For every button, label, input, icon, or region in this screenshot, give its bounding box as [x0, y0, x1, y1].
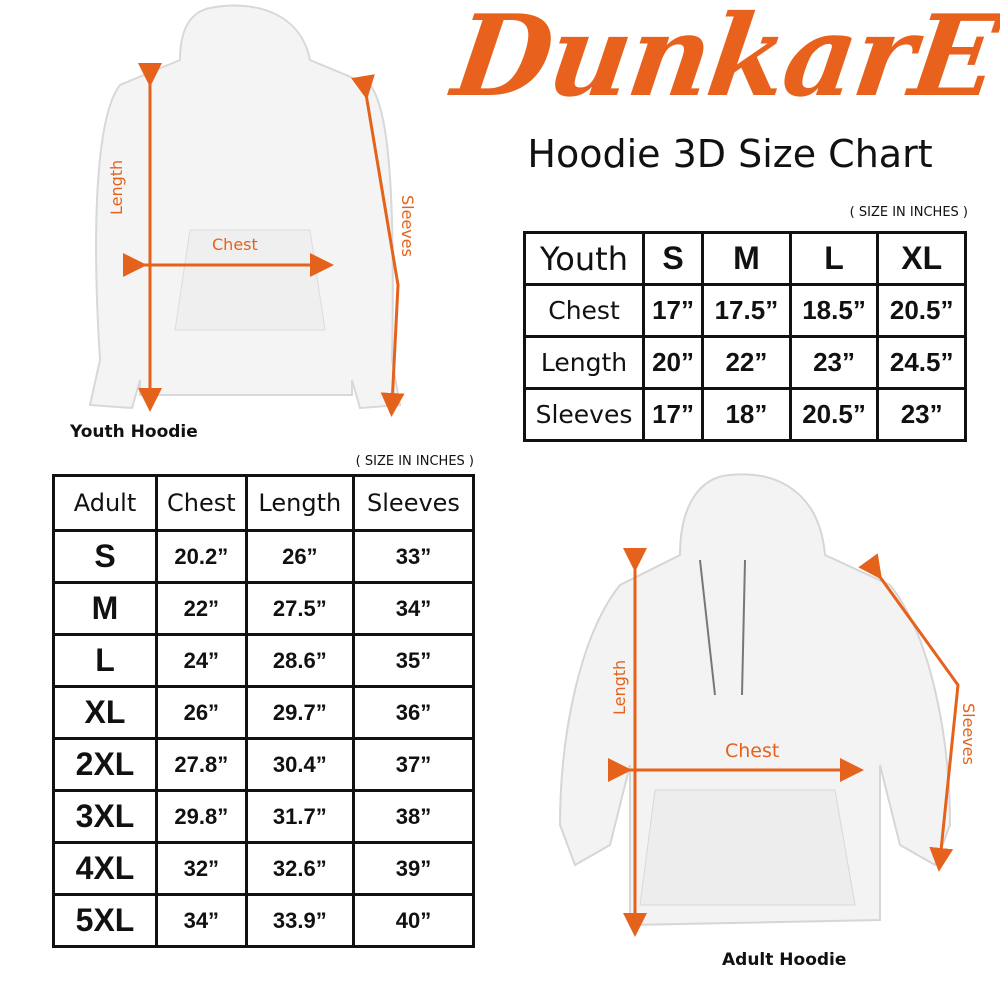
- table-cell: 35”: [351, 633, 476, 688]
- table-header-cell: L: [788, 231, 880, 286]
- adult-size-table: Adult Chest Length Sleeves S 20.2” 26” 33” M 22” 2…: [52, 474, 476, 948]
- youth-hoodie-image: Length Chest Sleeves: [88, 4, 417, 417]
- table-row: S 20.2” 26” 33”: [52, 529, 476, 584]
- table-cell: 20.5”: [788, 387, 880, 442]
- adult-length-label: Length: [610, 660, 629, 715]
- adult-hoodie-caption: Adult Hoodie: [722, 950, 847, 970]
- table-row: L 24” 28.6” 35”: [52, 633, 476, 688]
- table-header-row: Youth S M L XL: [523, 231, 967, 286]
- table-header-cell: XL: [876, 231, 967, 286]
- table-header-cell: M: [701, 231, 792, 286]
- table-cell: 33”: [351, 529, 476, 584]
- table-cell: 20.2”: [155, 529, 248, 584]
- table-cell: M: [52, 581, 158, 636]
- table-cell: 27.8”: [155, 737, 248, 792]
- table-cell: 17”: [641, 387, 705, 442]
- youth-length-label: Length: [107, 160, 126, 215]
- table-cell: 34”: [351, 581, 476, 636]
- table-row: M 22” 27.5” 34”: [52, 581, 476, 636]
- table-row: XL 26” 29.7” 36”: [52, 685, 476, 740]
- page-title: Hoodie 3D Size Chart: [527, 132, 933, 176]
- table-cell: 2XL: [52, 737, 158, 792]
- table-cell: 17.5”: [701, 283, 792, 338]
- table-cell: 23”: [876, 387, 967, 442]
- table-cell: 28.6”: [244, 633, 355, 688]
- table-header-cell: Adult: [52, 474, 158, 532]
- table-cell: 4XL: [52, 841, 158, 896]
- table-cell: 22”: [701, 335, 792, 390]
- youth-sleeves-label: Sleeves: [398, 195, 417, 257]
- table-cell: 37”: [351, 737, 476, 792]
- table-header-cell: Chest: [155, 474, 248, 532]
- table-cell: 40”: [351, 893, 476, 948]
- table-row: Sleeves 17” 18” 20.5” 23”: [523, 387, 967, 442]
- table-row: 4XL 32” 32.6” 39”: [52, 841, 476, 896]
- youth-hoodie-caption: Youth Hoodie: [70, 422, 198, 442]
- table-cell: 34”: [155, 893, 248, 948]
- table-cell: XL: [52, 685, 158, 740]
- table-header-cell: S: [641, 231, 705, 286]
- table-cell: 5XL: [52, 893, 158, 948]
- table-cell: 24”: [155, 633, 248, 688]
- table-cell: 29.8”: [155, 789, 248, 844]
- table-cell: 29.7”: [244, 685, 355, 740]
- youth-unit-note: ( SIZE IN INCHES ): [849, 205, 968, 220]
- brand-logo: DunkarE: [445, 0, 1000, 122]
- table-row: 3XL 29.8” 31.7” 38”: [52, 789, 476, 844]
- table-cell: 26”: [155, 685, 248, 740]
- table-cell: Length: [523, 335, 645, 390]
- table-header-row: Adult Chest Length Sleeves: [52, 474, 476, 532]
- table-cell: 33.9”: [244, 893, 355, 948]
- table-cell: Chest: [523, 283, 645, 338]
- table-header-cell: Sleeves: [351, 474, 476, 532]
- youth-size-table: Youth S M L XL Chest 17” 17.5” 18.5” 20.…: [523, 231, 967, 442]
- table-cell: 17”: [641, 283, 705, 338]
- table-header-cell: Youth: [523, 231, 645, 286]
- table-cell: 32.6”: [244, 841, 355, 896]
- table-cell: S: [52, 529, 158, 584]
- table-cell: 22”: [155, 581, 248, 636]
- adult-chest-label: Chest: [725, 740, 779, 762]
- table-cell: 36”: [351, 685, 476, 740]
- adult-hoodie-image: Length Chest Sleeves: [558, 473, 978, 937]
- youth-chest-label: Chest: [212, 235, 258, 254]
- table-cell: Sleeves: [523, 387, 645, 442]
- table-cell: 20”: [641, 335, 705, 390]
- table-cell: 30.4”: [244, 737, 355, 792]
- table-cell: 27.5”: [244, 581, 355, 636]
- table-cell: 20.5”: [876, 283, 967, 338]
- table-cell: 31.7”: [244, 789, 355, 844]
- table-cell: 18”: [701, 387, 792, 442]
- table-cell: 24.5”: [876, 335, 967, 390]
- table-cell: 39”: [351, 841, 476, 896]
- table-header-cell: Length: [244, 474, 355, 532]
- adult-unit-note: ( SIZE IN INCHES ): [355, 454, 474, 469]
- table-row: 2XL 27.8” 30.4” 37”: [52, 737, 476, 792]
- table-cell: L: [52, 633, 158, 688]
- table-cell: 32”: [155, 841, 248, 896]
- table-row: 5XL 34” 33.9” 40”: [52, 893, 476, 948]
- adult-sleeves-label: Sleeves: [959, 703, 978, 765]
- table-cell: 23”: [788, 335, 880, 390]
- table-cell: 26”: [244, 529, 355, 584]
- table-cell: 38”: [351, 789, 476, 844]
- table-row: Length 20” 22” 23” 24.5”: [523, 335, 967, 390]
- table-row: Chest 17” 17.5” 18.5” 20.5”: [523, 283, 967, 338]
- table-cell: 18.5”: [788, 283, 880, 338]
- table-cell: 3XL: [52, 789, 158, 844]
